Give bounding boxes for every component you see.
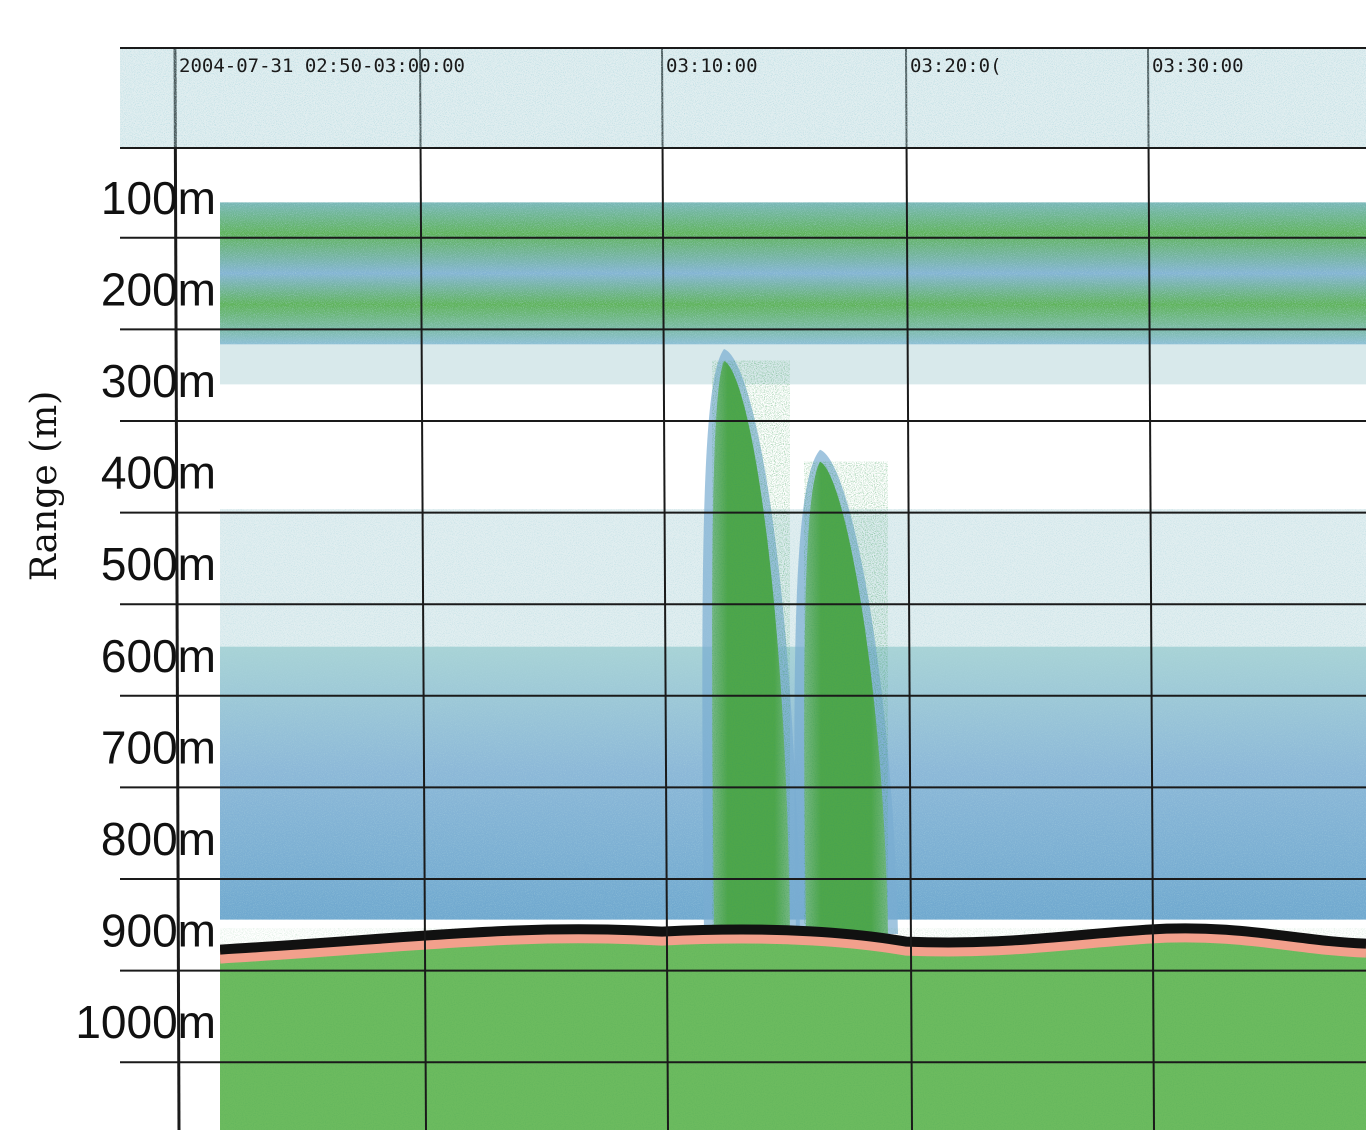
plume-right-speckle (804, 461, 888, 935)
seabed-edge (220, 930, 1366, 964)
y-tick-label: 500m (101, 538, 216, 590)
x-tick-label: 03:30:00 (1152, 55, 1244, 77)
y-tick-label: 900m (101, 905, 216, 957)
plume-left-speckle (712, 360, 790, 935)
echo-plot-area (220, 150, 1366, 1130)
y-tick-label: 300m (101, 355, 216, 407)
x-gridline (661, 47, 669, 1130)
scattering-layer-speckle (220, 202, 1366, 345)
scattering-layer-fringe (220, 344, 1366, 385)
time-header-speckle (120, 48, 1366, 148)
y-tick-label: 600m (101, 630, 216, 682)
y-tick-label: 700m (101, 721, 216, 773)
x-gridline (419, 47, 427, 1130)
y-tick-label: 200m (101, 263, 216, 315)
y-tick-label: 100m (101, 172, 216, 224)
x-tick-label: 03:20:0( (910, 55, 1002, 77)
seabed-line (220, 923, 1366, 955)
y-tick-label: 800m (101, 813, 216, 865)
y-axis: 100m 200m 300m 400m 500m 600m 700m 800m 900m 1000… (75, 172, 216, 1048)
y-axis-title: Range (m) (24, 391, 65, 582)
x-gridline (173, 47, 181, 1130)
time-header: 2004-07-31 02:50-03:00:00 03:10:00 03:20:0… (120, 47, 1366, 149)
y-tick-label: 1000m (75, 996, 216, 1048)
sub-bottom-speckle (220, 928, 1366, 1130)
grid-lines (120, 47, 1366, 1130)
noise-speckle (220, 509, 1366, 647)
x-gridline (905, 47, 913, 1130)
x-tick-label: 2004-07-31 02:50-03:00:00 (179, 55, 465, 77)
x-gridline (1147, 47, 1155, 1130)
x-tick-label: 03:10:00 (666, 55, 758, 77)
y-tick-label: 400m (101, 447, 216, 499)
